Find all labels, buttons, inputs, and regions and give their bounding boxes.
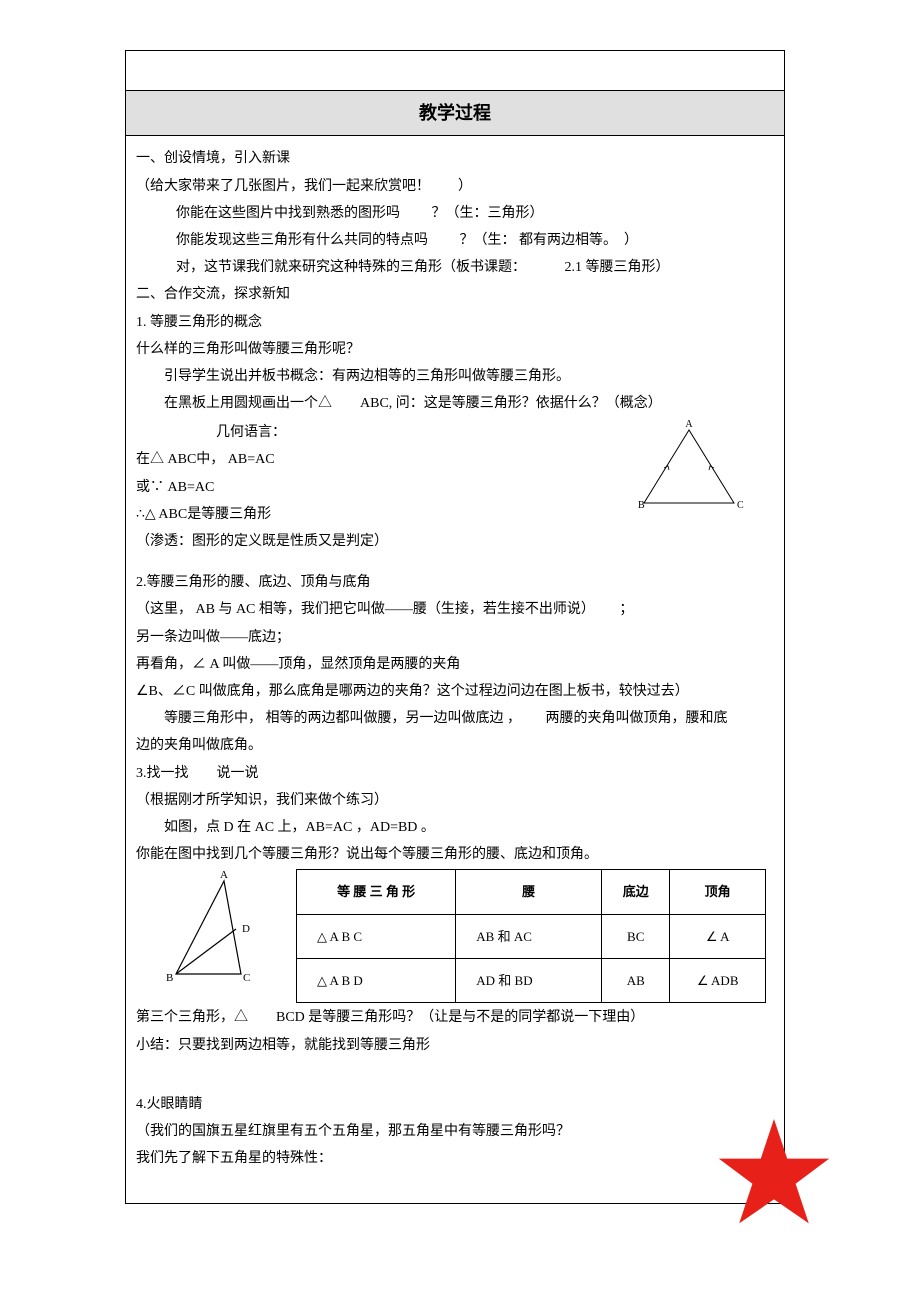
s2-sub3-num: 3.找一找 说一说 (136, 761, 774, 786)
label-C2: C (243, 972, 250, 984)
red-star-icon (714, 1113, 834, 1233)
s2-sub4-num: 4.火眼睛睛 (136, 1092, 774, 1117)
s2-sub1-g3: ∴△ ABC是等腰三角形 (136, 502, 624, 527)
table-row: 等 腰 三 角 形 腰 底边 顶角 (297, 870, 766, 914)
s2-sub1-g1: 在△ ABC中， AB=AC (136, 447, 624, 472)
s2-sub4-l2: 我们先了解下五角星的特殊性： (136, 1146, 774, 1171)
exercise-table: 等 腰 三 角 形 腰 底边 顶角 △ A B C AB 和 AC BC ∠ A… (296, 869, 766, 1003)
th2: 腰 (456, 870, 602, 914)
geometry-row: 几何语言： 在△ ABC中， AB=AC 或∵ AB=AC ∴△ ABC是等腰三… (136, 418, 774, 556)
s2-sub1-draw: 在黑板上用圆规画出一个△ ABC, 问：这是等腰三角形？依据什么？（概念） (136, 391, 774, 416)
th1: 等 腰 三 角 形 (297, 870, 456, 914)
content-body: 一、创设情境，引入新课 （给大家带来了几张图片，我们一起来欣赏吧！ ） 你能在这… (126, 136, 784, 1203)
th4: 顶角 (670, 870, 766, 914)
s2-sub2-l1b: ； (619, 602, 633, 617)
s1-l2b: ？（生：三角形） (432, 206, 544, 221)
s1-title: 一、创设情境，引入新课 (136, 146, 774, 171)
s2-sub2-l5a: 等腰三角形中， 相等的两边都叫做腰，另一边叫做底边 ， (164, 711, 514, 726)
s2-sub3-l3: 你能在图中找到几个等腰三角形？说出每个等腰三角形的腰、底边和顶角。 (136, 842, 774, 867)
s2-sub3-after1: 第三个三角形，△ BCD 是等腰三角形吗？（让是与不是的同学都说一下理由） (136, 1005, 774, 1030)
table-row: △ A B D AD 和 BD AB ∠ ADB (297, 959, 766, 1003)
label-A2: A (220, 869, 228, 881)
s1-line2: 你能在这些图片中找到熟悉的图形吗 ？（生：三角形） (136, 201, 774, 226)
s2-sub3-l1: （根据刚才所学知识，我们来做个练习） (136, 788, 774, 813)
s2-sub2-l1: （这里， AB 与 AC 相等，我们把它叫做——腰（生接，若生接不出师说） ； (136, 597, 774, 622)
s2-sub2-l5b: 两腰的夹角叫做顶角，腰和底 (546, 711, 728, 726)
s2-sub1-num: 1. 等腰三角形的概念 (136, 310, 774, 335)
s2-sub2-l3: 再看角，∠ A 叫做——顶角，显然顶角是两腰的夹角 (136, 652, 774, 677)
label-B: B (638, 500, 645, 511)
triangle-abc-figure: A B C (624, 418, 754, 518)
s1-l4a: 对，这节课我们就来研究这种特殊的三角形（板书课题： (176, 260, 519, 275)
r2c2: AD 和 BD (456, 959, 602, 1003)
triangle-abd-figure: A B C D (156, 869, 286, 989)
s2-title: 二、合作交流，探求新知 (136, 282, 774, 307)
r1c4: ∠ A (670, 914, 766, 958)
s2-sub1-lang: 几何语言： (136, 420, 624, 445)
s1-l3a: 你能发现这些三角形有什么共同的特点吗 (176, 233, 428, 248)
table-row: △ A B C AB 和 AC BC ∠ A (297, 914, 766, 958)
s2-sub1-def: 引导学生说出并板书概念：有两边相等的三角形叫做等腰三角形。 (136, 364, 774, 389)
r1c2: AB 和 AC (456, 914, 602, 958)
s2-sub3-after2: 小结：只要找到两边相等，就能找到等腰三角形 (136, 1033, 774, 1058)
s2-sub2-l5: 等腰三角形中， 相等的两边都叫做腰，另一边叫做底边 ， 两腰的夹角叫做顶角，腰和… (136, 706, 774, 731)
s2-sub1-note: （渗透：图形的定义既是性质又是判定） (136, 529, 624, 554)
label-D: D (242, 923, 250, 935)
s1-l2a: 你能在这些图片中找到熟悉的图形吗 (176, 206, 400, 221)
s2-sub1-g2: 或∵ AB=AC (136, 475, 624, 500)
r2c1: △ A B D (297, 959, 456, 1003)
r1c1: △ A B C (297, 914, 456, 958)
s1-l4b: 2.1 等腰三角形） (565, 260, 670, 275)
label-B2: B (166, 972, 173, 984)
s2-sub2-num: 2.等腰三角形的腰、底边、顶角与底角 (136, 570, 774, 595)
s2-sub2-l2: 另一条边叫做——底边； (136, 625, 774, 650)
s2-sub2-l4: ∠B、∠C 叫做底角，那么底角是哪两边的夹角？这个过程边问边在图上板书，较快过去… (136, 679, 774, 704)
s2-sub2-l1a: （这里， AB 与 AC 相等，我们把它叫做——腰（生接，若生接不出师说） (136, 602, 588, 617)
label-A: A (685, 419, 693, 430)
r2c3: AB (602, 959, 670, 1003)
s2-sub3-l2: 如图，点 D 在 AC 上，AB=AC ，AD=BD 。 (136, 815, 774, 840)
exercise-row: A B C D 等 腰 三 角 形 腰 底边 顶角 △ A B C AB 和 A… (136, 869, 774, 1003)
geometry-text: 几何语言： 在△ ABC中， AB=AC 或∵ AB=AC ∴△ ABC是等腰三… (136, 418, 624, 556)
top-empty-cell (126, 51, 784, 91)
label-C: C (737, 500, 744, 511)
r1c3: BC (602, 914, 670, 958)
th3: 底边 (602, 870, 670, 914)
s2-sub2-l6: 边的夹角叫做底角。 (136, 733, 774, 758)
s2-sub1-q: 什么样的三角形叫做等腰三角形呢？ (136, 337, 774, 362)
s1-line4: 对，这节课我们就来研究这种特殊的三角形（板书课题： 2.1 等腰三角形） (136, 255, 774, 280)
document-frame: 教学过程 一、创设情境，引入新课 （给大家带来了几张图片，我们一起来欣赏吧！ ）… (125, 50, 785, 1204)
section-header: 教学过程 (126, 91, 784, 136)
s1-line3: 你能发现这些三角形有什么共同的特点吗 ？（生： 都有两边相等。 ） (136, 228, 774, 253)
r2c4: ∠ ADB (670, 959, 766, 1003)
s1-line1: （给大家带来了几张图片，我们一起来欣赏吧！ ） (136, 174, 774, 199)
s2-sub4-l1: （我们的国旗五星红旗里有五个五角星，那五角星中有等腰三角形吗？ (136, 1119, 774, 1144)
s1-l3b: ？（生： 都有两边相等。 ） (460, 233, 639, 248)
